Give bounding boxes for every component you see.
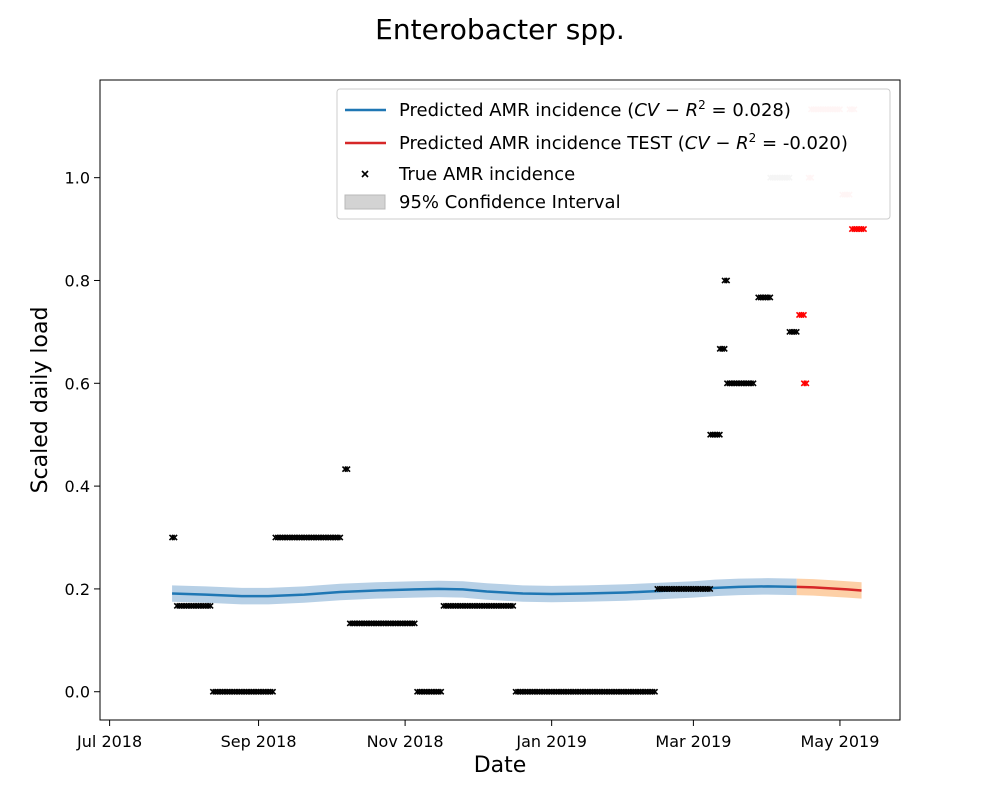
x-tick-label: Jul 2018 (76, 732, 142, 751)
data-point (800, 311, 808, 319)
data-point (803, 380, 810, 387)
data-point (793, 328, 800, 336)
y-tick-label: 0.8 (65, 271, 90, 290)
y-tick-label: 0.4 (65, 477, 90, 496)
y-axis-label: Scaled daily load (28, 307, 53, 494)
y-axis-ticks: 0.0 0.2 0.4 0.6 0.8 1.0 (65, 169, 100, 702)
data-point (171, 534, 178, 541)
data-point (723, 277, 731, 284)
data-point (510, 602, 517, 610)
data-point (269, 688, 277, 695)
data-point (207, 602, 214, 610)
y-tick-label: 1.0 (65, 169, 90, 188)
legend-entries: Predicted AMR incidence (CV − R2 = 0.028… (344, 98, 848, 213)
y-tick-label: 0.6 (65, 374, 90, 393)
legend-marker-swatch (361, 170, 369, 178)
x-axis-label: Date (474, 753, 527, 778)
data-point (707, 585, 714, 593)
data-point (716, 431, 723, 438)
legend-entry: Predicted AMR incidence (CV − R2 = 0.028… (345, 98, 791, 121)
x-tick-label: May 2019 (800, 732, 879, 751)
x-tick-label: Sep 2018 (221, 732, 297, 751)
legend-entry: True AMR incidence (361, 164, 575, 185)
legend-entry: 95% Confidence Interval (344, 192, 621, 213)
legend-patch-swatch (344, 194, 386, 210)
true-incidence-points (168, 106, 868, 695)
y-tick-label: 0.2 (65, 580, 90, 599)
legend-label: Predicted AMR incidence (CV − R2 = 0.028… (399, 98, 791, 121)
prediction-line-1 (796, 585, 862, 592)
legend-label: True AMR incidence (398, 164, 575, 185)
legend-label: Predicted AMR incidence TEST (CV − R2 = … (399, 131, 848, 154)
data-point (344, 465, 351, 473)
plot-frame (99, 79, 901, 721)
x-tick-label: Mar 2019 (655, 732, 731, 751)
confidence-band-layer (172, 578, 862, 605)
data-point (721, 345, 728, 353)
chart-title: Enterobacter spp. (375, 13, 625, 46)
legend-entry: Predicted AMR incidence TEST (CV − R2 = … (345, 131, 848, 154)
data-point (860, 225, 868, 233)
data-point (411, 620, 418, 627)
x-axis-ticks: Jul 2018 Sep 2018 Nov 2018 Jan 2019 Mar 2019… (76, 720, 879, 751)
data-point (437, 688, 445, 695)
x-tick-label: Jan 2019 (515, 732, 586, 751)
data-point (767, 294, 774, 301)
legend: Predicted AMR incidence (CV − R2 = 0.028… (336, 88, 891, 220)
legend-box (336, 88, 891, 220)
y-tick-label: 0.0 (65, 683, 90, 702)
data-point (651, 688, 659, 695)
data-point (750, 380, 757, 387)
data-point (337, 534, 344, 541)
legend-label: 95% Confidence Interval (399, 192, 621, 213)
x-tick-label: Nov 2018 (367, 732, 444, 751)
